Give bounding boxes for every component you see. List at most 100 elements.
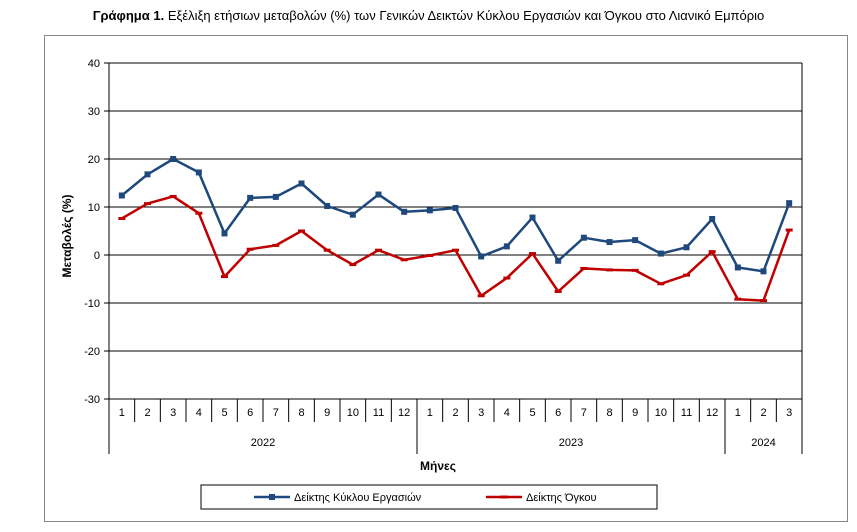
x-tick-label: 7: [273, 407, 279, 419]
chart-title-text: Εξέλιξη ετήσιων μεταβολών (%) των Γενικώ…: [167, 8, 765, 23]
data-point: [272, 243, 280, 247]
year-label: 2024: [751, 437, 775, 449]
series-1: [118, 156, 793, 275]
data-point: [170, 156, 177, 162]
data-point: [375, 248, 382, 252]
data-point: [144, 171, 151, 178]
series-line: [121, 157, 791, 273]
data-point: [708, 250, 716, 254]
data-point: [272, 193, 279, 200]
data-point: [477, 294, 485, 298]
legend-label: Δείκτης Όγκου: [526, 492, 597, 504]
data-point: [324, 203, 331, 210]
data-point: [298, 229, 305, 233]
x-tick-label: 8: [606, 407, 612, 419]
x-axis-title: Μήνες: [420, 459, 456, 473]
y-axis-title: Μεταβολές (%): [60, 194, 74, 277]
data-point: [221, 275, 228, 279]
legend-swatch-marker: [269, 494, 275, 500]
data-point: [554, 289, 562, 293]
data-point: [786, 200, 793, 207]
x-tick-label: 8: [298, 407, 304, 419]
data-point: [683, 273, 690, 277]
chart-frame: [44, 35, 848, 522]
data-point: [529, 252, 536, 256]
data-point: [349, 263, 357, 267]
year-label: 2023: [559, 437, 583, 449]
x-tick-label: 5: [221, 407, 227, 419]
data-point: [632, 237, 639, 244]
y-tick-label: -30: [84, 394, 100, 406]
chart-title-prefix: Γράφημα 1.: [92, 8, 165, 23]
data-point: [606, 239, 613, 246]
data-point: [221, 230, 228, 237]
legend-swatch-marker: [500, 495, 508, 499]
series-2: [118, 194, 793, 303]
gridlines: [108, 62, 803, 400]
data-point: [298, 180, 305, 187]
x-tick-label: 2: [452, 407, 458, 419]
x-tick-label: 2: [760, 407, 766, 419]
x-tick-label: 1: [735, 407, 741, 419]
data-point: [144, 202, 151, 206]
data-point: [760, 299, 767, 303]
x-tick-label: 3: [170, 407, 176, 419]
x-tick-label: 11: [373, 407, 384, 419]
x-tick-label: 6: [555, 407, 561, 419]
data-point: [452, 248, 459, 252]
data-point: [118, 192, 125, 199]
data-point: [657, 250, 664, 257]
y-axis-ticks: -30 -20 -10 0 10 20 30 40: [84, 58, 109, 406]
data-point: [580, 234, 587, 241]
series-layer: [118, 156, 793, 303]
y-tick-label: 20: [88, 154, 100, 166]
data-point: [452, 204, 459, 211]
x-tick-label: 6: [247, 407, 253, 419]
x-tick-label: 11: [681, 407, 692, 419]
data-point: [195, 169, 202, 176]
data-point: [606, 268, 613, 272]
x-tick-label: 10: [655, 407, 667, 419]
x-tick-label: 3: [786, 407, 792, 419]
data-point: [785, 228, 793, 232]
x-tick-label: 12: [706, 407, 718, 419]
y-tick-label: 30: [88, 106, 100, 118]
x-tick-label: 1: [119, 407, 125, 419]
x-tick-label: 3: [478, 407, 484, 419]
legend: Δείκτης Κύκλου Εργασιών Δείκτης Όγκου: [200, 484, 658, 510]
data-point: [709, 216, 716, 222]
legend-label: Δείκτης Κύκλου Εργασιών: [294, 492, 422, 504]
data-point: [657, 282, 665, 286]
x-tick-label: 2: [144, 407, 150, 419]
data-point: [734, 297, 742, 301]
chart-title: Γράφημα 1. Εξέλιξη ετήσιων μεταβολών (%)…: [0, 8, 857, 23]
x-tick-label: 9: [632, 407, 638, 419]
y-tick-label: 10: [88, 202, 100, 214]
x-tick-label: 9: [324, 407, 330, 419]
data-point: [555, 257, 562, 264]
data-point: [529, 214, 536, 221]
data-point: [375, 191, 382, 198]
y-tick-label: 40: [88, 58, 100, 70]
x-tick-label: 12: [398, 407, 410, 419]
year-label: 2022: [251, 437, 275, 449]
data-point: [683, 244, 690, 251]
x-tick-label: 4: [196, 407, 202, 419]
data-point: [323, 248, 331, 252]
data-point: [478, 253, 485, 260]
data-point: [400, 258, 408, 262]
data-point: [349, 211, 356, 218]
y-tick-label: -20: [84, 346, 100, 358]
data-point: [734, 264, 741, 271]
data-point: [246, 247, 254, 251]
data-point: [631, 268, 639, 272]
data-point: [247, 194, 254, 201]
data-point: [169, 194, 177, 198]
data-point: [503, 243, 510, 250]
x-tick-label: 5: [529, 407, 535, 419]
data-point: [503, 276, 511, 280]
y-tick-label: -10: [84, 298, 100, 310]
x-tick-label: 1: [427, 407, 433, 419]
